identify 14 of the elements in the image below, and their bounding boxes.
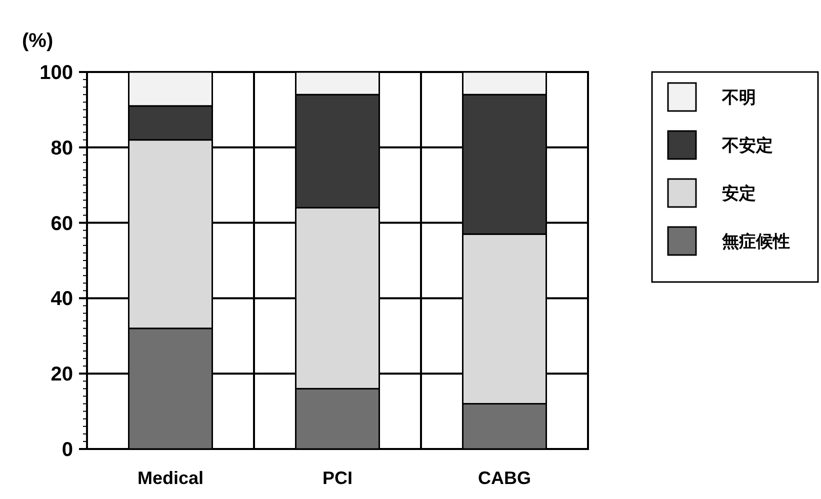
legend-label: 無症候性	[721, 232, 790, 251]
legend-label: 不明	[721, 88, 756, 107]
x-tick-label: PCI	[322, 468, 353, 488]
x-tick-label: CABG	[478, 468, 531, 488]
legend-label: 安定	[722, 184, 756, 203]
y-tick-label: 40	[50, 288, 73, 310]
x-tick-label: Medical	[137, 468, 204, 488]
legend-label: 不安定	[721, 136, 773, 155]
y-tick-label: 80	[50, 137, 73, 160]
y-tick-label: 0	[62, 439, 73, 461]
y-tick-label: 20	[50, 364, 73, 386]
y-axis-title: (%)	[22, 30, 54, 52]
y-tick-label: 60	[50, 212, 73, 235]
y-tick-label: 100	[40, 62, 73, 84]
